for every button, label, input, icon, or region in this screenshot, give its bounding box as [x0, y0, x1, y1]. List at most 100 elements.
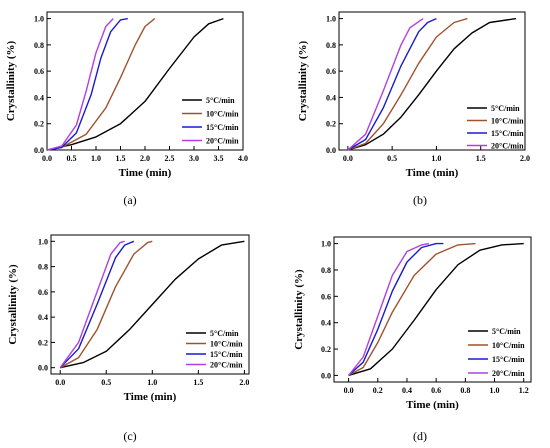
legend: 5°C/min 10°C/min 15°C/min 20°C/min: [182, 96, 239, 146]
legend-label-1: 5°C/min: [491, 104, 520, 113]
y-tick-label: 0.2: [326, 120, 336, 129]
x-tick-label: 2.0: [140, 154, 150, 163]
series-line-2: [46, 18, 156, 151]
y-axis-label: Crystallinity (%): [7, 264, 19, 345]
subfigure-label: (d): [413, 429, 427, 443]
y-tick-label: 0.0: [34, 146, 44, 155]
x-tick-label: 1.0: [490, 386, 500, 395]
x-tick-label: 2.0: [520, 154, 530, 163]
series-line-4: [347, 18, 424, 151]
y-tick-label: 0.2: [38, 338, 48, 347]
x-tick-label: 3.0: [189, 154, 199, 163]
legend-label-1: 5°C/min: [206, 96, 235, 105]
y-tick-label: 1.0: [38, 237, 48, 246]
x-axis-label: Time (min): [406, 399, 459, 411]
series-line-4: [46, 18, 114, 151]
x-tick-label: 1.5: [193, 378, 203, 387]
x-tick-label: 3.5: [214, 154, 224, 163]
legend-label-4: 20°C/min: [210, 361, 243, 370]
legend-label-4: 20°C/min: [492, 369, 525, 378]
y-tick-label: 0.4: [34, 93, 44, 102]
x-tick-label: 0.2: [373, 386, 383, 395]
x-axis-label: Time (min): [124, 391, 177, 403]
legend-label-2: 10°C/min: [210, 340, 243, 349]
x-tick-label: 0.0: [343, 154, 353, 163]
y-tick-label: 0.6: [34, 67, 44, 76]
x-axis-label: Time (min): [119, 167, 172, 179]
plot-frame: [333, 236, 532, 383]
legend-label-2: 10°C/min: [491, 117, 524, 126]
series-line-1: [347, 17, 517, 151]
x-tick-label: 1.5: [476, 154, 486, 163]
y-tick-label: 0.8: [34, 41, 44, 50]
x-tick-label: 0.6: [431, 386, 441, 395]
y-tick-label: 0.0: [38, 364, 48, 373]
series-line-3: [46, 17, 128, 151]
y-tick-label: 0.4: [326, 93, 336, 102]
x-tick-label: 0.0: [55, 378, 65, 387]
x-tick-label: 0.5: [387, 154, 397, 163]
y-tick-label: 1.0: [326, 15, 336, 24]
x-tick-label: 1.2: [519, 386, 529, 395]
legend-label-3: 15°C/min: [210, 350, 243, 359]
legend-label-2: 10°C/min: [492, 341, 525, 350]
x-tick-label: 0.4: [402, 386, 412, 395]
y-axis-label: Crystallinity (%): [297, 40, 309, 121]
chart-panel-2: 0.0 0.5 1.0 1.5 2.0 0.0 0.2 0.4 0.6 0.8 1.0 Time (m…: [297, 11, 530, 207]
chart-panel-1: 0.0 0.5 1.0 1.5 2.0 2.5 3.0 3.5 4.0 0.0 0.2 0.4 0.6 0…: [5, 11, 248, 207]
y-tick-label: 0.6: [326, 67, 336, 76]
subfigure-label: (c): [123, 429, 136, 443]
y-tick-label: 0.2: [321, 345, 331, 354]
series-line-1: [46, 17, 224, 151]
x-tick-label: 0.5: [67, 154, 77, 163]
y-axis-label: Crystallinity (%): [293, 269, 305, 350]
legend-label-4: 20°C/min: [206, 137, 239, 146]
y-tick-label: 0.8: [326, 41, 336, 50]
series-line-1: [60, 240, 245, 369]
series-line-1: [348, 242, 524, 377]
legend-label-2: 10°C/min: [206, 110, 239, 119]
series-line-4: [348, 242, 430, 376]
legend-label-3: 15°C/min: [491, 129, 524, 138]
x-tick-label: 1.0: [91, 154, 101, 163]
y-tick-label: 1.0: [34, 15, 44, 24]
y-tick-label: 0.0: [326, 146, 336, 155]
x-tick-label: 0.5: [101, 378, 111, 387]
chart-panel-3: 0.0 0.5 1.0 1.5 2.0 0.0 0.2 0.4 0.6 0.8 1.0 Time (m…: [7, 234, 250, 443]
x-axis-label: Time (min): [406, 167, 459, 179]
y-tick-label: 0.6: [38, 288, 48, 297]
y-tick-label: 0.4: [321, 319, 331, 328]
plot-frame: [50, 234, 250, 375]
x-tick-label: 1.5: [116, 154, 126, 163]
x-tick-label: 0.0: [42, 154, 52, 163]
x-tick-label: 0.8: [460, 386, 470, 395]
y-tick-label: 0.4: [38, 313, 48, 322]
legend-label-3: 15°C/min: [492, 355, 525, 364]
legend-label-4: 20°C/min: [491, 142, 524, 151]
series-line-3: [347, 17, 437, 151]
plot-frame: [338, 11, 526, 151]
y-axis-label: Crystallinity (%): [5, 40, 17, 121]
series-line-4: [59, 240, 125, 369]
x-tick-label: 2.0: [239, 378, 249, 387]
y-tick-label: 0.8: [321, 266, 331, 275]
subfigure-label: (b): [413, 193, 427, 207]
subfigure-label: (a): [123, 193, 136, 207]
legend: 5°C/min 10°C/min 15°C/min 20°C/min: [467, 104, 524, 151]
x-tick-label: 4.0: [238, 154, 248, 163]
x-tick-label: 1.0: [431, 154, 441, 163]
series-line-2: [347, 17, 468, 151]
series-line-2: [59, 240, 153, 369]
x-tick-label: 0.0: [344, 386, 354, 395]
legend-label-1: 5°C/min: [210, 329, 239, 338]
legend-label-3: 15°C/min: [206, 123, 239, 132]
x-tick-label: 2.5: [165, 154, 175, 163]
y-tick-label: 0.6: [321, 292, 331, 301]
y-tick-label: 0.8: [38, 263, 48, 272]
y-tick-label: 0.0: [321, 371, 331, 380]
y-tick-label: 1.0: [321, 240, 331, 249]
series-line-3: [59, 240, 135, 369]
